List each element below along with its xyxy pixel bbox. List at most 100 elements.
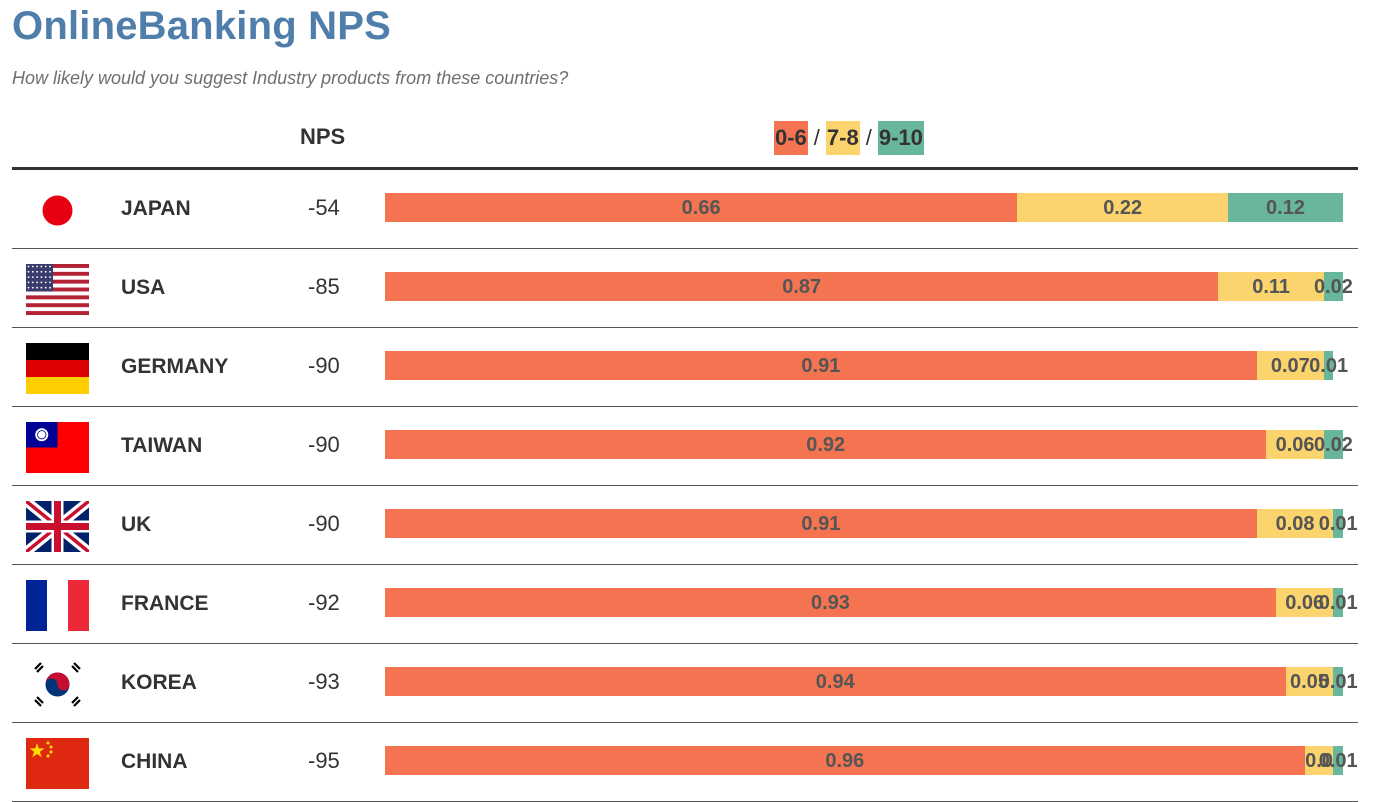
data-label: 0.01 (1318, 592, 1358, 614)
bar-segment-0-6 (385, 193, 1018, 222)
data-label: 0.22 (1103, 197, 1143, 219)
row-taiwan: TAIWAN -90 0.92 0.06 0.02 (12, 407, 1358, 486)
country-label: UK (121, 513, 152, 536)
country-label: FRANCE (121, 592, 209, 615)
bar-segment-7-8 (1285, 667, 1334, 696)
nps-value: -93 (308, 669, 340, 694)
korea-flag-icon (26, 659, 89, 710)
chart-subtitle: How likely would you suggest Industry pr… (12, 68, 569, 88)
france-flag-icon (26, 580, 89, 631)
data-label: 0.01 (1309, 355, 1349, 377)
data-label: 0.01 (1318, 671, 1358, 693)
uk-flag-icon (26, 501, 89, 552)
nps-column-header: NPS (300, 124, 346, 149)
bar-segment-0-6 (385, 509, 1257, 538)
data-label: 0.12 (1266, 197, 1305, 219)
header-rule (12, 167, 1358, 170)
country-label: TAIWAN (121, 434, 203, 457)
data-label: 0.11 (1252, 276, 1291, 298)
data-label: 0.91 (801, 513, 841, 535)
country-label: CHINA (121, 750, 188, 773)
legend-item-7-8: 7-8 (825, 121, 860, 155)
japan-flag-icon (26, 185, 89, 236)
bar-segment-9-10 (1323, 430, 1343, 459)
chart-title: OnlineBanking NPS (12, 4, 392, 48)
bar-segment-7-8 (1256, 351, 1324, 380)
stacked-bar: 0.94 0.05 0.01 (385, 667, 1358, 696)
row-divider (12, 248, 1358, 249)
bar-segment-9-10 (1333, 746, 1343, 775)
taiwan-flag-icon (26, 422, 89, 473)
data-label: 0.06 (1285, 592, 1325, 614)
legend-separator: / (865, 125, 872, 150)
row-divider (12, 643, 1358, 644)
stacked-bar: 0.87 0.11 0.02 (385, 272, 1353, 301)
row-divider (12, 722, 1358, 723)
stacked-bar: 0.91 0.07 0.01 (385, 351, 1348, 380)
row-germany: GERMANY -90 0.91 0.07 0.01 (12, 328, 1358, 407)
data-label: 0.91 (801, 355, 841, 377)
bar-segment-7-8 (1304, 746, 1334, 775)
nps-value: -95 (308, 748, 340, 773)
nps-value: -85 (308, 274, 340, 299)
data-label: 0.66 (681, 197, 721, 219)
bar-segment-0-6 (385, 588, 1276, 617)
bar-segment-9-10 (1333, 509, 1343, 538)
usa-flag-icon (26, 264, 89, 315)
china-flag-icon (26, 738, 89, 789)
bar-segment-0-6 (385, 272, 1219, 301)
nps-value: -90 (308, 432, 340, 457)
data-label: 0.07 (1270, 355, 1310, 377)
row-china: CHINA -95 0.96 0.0 0.01 (12, 723, 1358, 802)
germany-flag-icon (26, 343, 89, 394)
data-label: 0.0 (1305, 750, 1333, 772)
bar-segment-7-8 (1218, 272, 1324, 301)
stacked-bar: 0.91 0.08 0.01 (385, 509, 1358, 538)
legend-separator: / (813, 125, 820, 150)
bar-segment-7-8 (1275, 588, 1334, 617)
data-label: 0.93 (811, 592, 850, 614)
stacked-bar: 0.93 0.06 0.01 (385, 588, 1358, 617)
row-usa: USA -85 0.87 0.11 0.02 (12, 249, 1358, 328)
stacked-bar: 0.92 0.06 0.02 (385, 430, 1353, 459)
bar-segment-0-6 (385, 667, 1286, 696)
bar-segment-7-8 (1266, 430, 1324, 459)
legend: 0-6 / 7-8 / 9-10 (774, 121, 924, 155)
row-uk: UK -90 0.91 0.08 0.01 (12, 486, 1358, 565)
nps-value: -92 (308, 590, 340, 615)
row-divider (12, 406, 1358, 407)
nps-value: -90 (308, 353, 340, 378)
bar-segment-0-6 (385, 746, 1305, 775)
bar-segment-9-10 (1228, 193, 1343, 222)
row-divider (12, 564, 1358, 565)
data-label: 0.08 (1275, 513, 1315, 535)
row-divider (12, 327, 1358, 328)
data-label: 0.87 (782, 276, 822, 298)
legend-item-9-10: 9-10 (877, 121, 924, 155)
data-label: 0.96 (825, 750, 865, 772)
data-label: 0.02 (1313, 276, 1353, 298)
country-label: KOREA (121, 671, 197, 694)
row-france: FRANCE -92 0.93 0.06 0.01 (12, 565, 1358, 644)
nps-value: -90 (308, 511, 340, 536)
bar-segment-0-6 (385, 430, 1267, 459)
row-japan: JAPAN -54 0.66 0.22 0.12 (12, 170, 1358, 249)
country-label: JAPAN (121, 197, 191, 220)
legend-item-0-6: 0-6 (774, 121, 808, 155)
stacked-bar: 0.96 0.0 0.01 (385, 746, 1358, 775)
data-label: 0.06 (1275, 434, 1315, 456)
bar-segment-9-10 (1323, 272, 1343, 301)
bar-segment-9-10 (1323, 351, 1334, 380)
row-divider (12, 485, 1358, 486)
bar-segment-7-8 (1017, 193, 1229, 222)
data-label: 0.02 (1313, 434, 1353, 456)
country-label: USA (121, 276, 166, 299)
bar-segment-9-10 (1333, 588, 1343, 617)
data-label: 0.01 (1318, 750, 1358, 772)
data-label: 0.01 (1318, 513, 1358, 535)
stacked-bar: 0.66 0.22 0.12 (385, 193, 1343, 222)
data-label: 0.92 (806, 434, 846, 456)
bar-segment-7-8 (1256, 509, 1334, 538)
data-label: 0.05 (1290, 671, 1329, 693)
bar-segment-9-10 (1333, 667, 1343, 696)
